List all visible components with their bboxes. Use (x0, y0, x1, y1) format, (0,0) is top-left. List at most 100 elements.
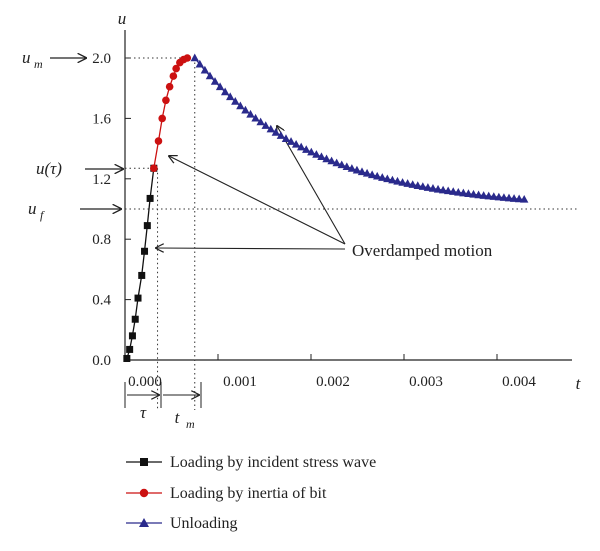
data-point-triangle (210, 77, 220, 85)
data-point-triangle (378, 173, 387, 181)
uf-label: u (28, 199, 37, 218)
data-point-triangle (388, 175, 397, 184)
data-point-triangle (362, 168, 372, 177)
series-2 (190, 53, 529, 203)
legend-entry-unloading: Unloading (126, 515, 238, 532)
y-tick-label: 1.2 (92, 172, 111, 188)
data-point-triangle (489, 192, 498, 200)
um-subscript: m (34, 57, 43, 71)
legend-label-incident: Loading by incident stress wave (170, 454, 376, 471)
data-point-triangle (499, 193, 509, 201)
um-label: u (22, 48, 31, 67)
data-point-triangle (433, 184, 443, 193)
legend-entry-incident: Loading by incident stress wave (126, 454, 376, 471)
data-point-triangle (296, 142, 306, 151)
data-point-triangle (504, 193, 514, 202)
series-line (194, 57, 525, 201)
y-tick-label: 0.8 (92, 232, 111, 248)
data-point-circle (162, 96, 170, 105)
data-point-triangle (195, 59, 205, 68)
data-point-triangle (398, 178, 407, 186)
data-point-triangle (220, 87, 230, 96)
data-point-triangle (459, 188, 468, 197)
series-0 (123, 164, 158, 362)
data-point-triangle (509, 194, 519, 202)
data-point-square (126, 345, 134, 353)
data-point-triangle (231, 97, 240, 105)
data-point-triangle (438, 185, 448, 194)
overdamped-arrow-unloading (277, 126, 346, 245)
data-point-triangle (352, 165, 362, 174)
data-point-square (146, 194, 154, 202)
data-point-square (141, 247, 149, 255)
data-point-triangle (449, 187, 458, 195)
data-point-triangle (474, 190, 483, 199)
y-tick-label: 1.6 (92, 111, 111, 127)
legend-entry-inertia: Loading by inertia of bit (126, 485, 327, 502)
series-line (126, 168, 155, 359)
data-point-square (143, 222, 151, 230)
data-point-triangle (302, 145, 311, 153)
data-point-circle (165, 82, 174, 91)
data-point-triangle (383, 174, 392, 183)
data-point-triangle (205, 71, 215, 80)
x-ticks: 0.000 0.001 0.002 0.003 0.004 (124, 354, 536, 390)
legend-marker-square (140, 458, 148, 466)
data-point-triangle (469, 189, 478, 198)
data-point-triangle (520, 194, 529, 203)
y-tick-label: 0.4 (92, 293, 111, 309)
x-tick-label: 0.003 (409, 374, 443, 390)
legend-marker-circle (139, 488, 149, 498)
data-point-triangle (367, 170, 377, 179)
data-point-circle (172, 64, 180, 73)
y-axis-label: u (118, 9, 127, 28)
utau-label: u(τ) (36, 159, 62, 178)
data-point-triangle (261, 121, 270, 129)
overdamped-label: Overdamped motion (352, 241, 493, 260)
data-point-triangle (281, 134, 291, 142)
data-point-triangle (393, 176, 402, 185)
data-point-circle (183, 54, 192, 62)
data-point-triangle (347, 164, 357, 172)
data-point-triangle (286, 137, 296, 145)
y-ticks: 0.0 0.4 0.8 1.2 1.6 2.0 (92, 51, 131, 369)
data-point-triangle (443, 186, 453, 195)
legend: Loading by incident stress wave Loading … (126, 454, 376, 532)
data-point-triangle (312, 150, 321, 158)
data-point-triangle (423, 183, 433, 191)
data-point-triangle (266, 124, 275, 133)
data-point-triangle (494, 192, 504, 201)
data-point-triangle (271, 128, 281, 136)
reference-lines (125, 57, 578, 410)
data-point-triangle (215, 82, 225, 91)
data-point-triangle (322, 154, 331, 163)
data-point-triangle (256, 117, 265, 126)
data-point-square (128, 332, 136, 340)
data-point-square (123, 354, 131, 362)
overdamped-annotation: Overdamped motion (156, 126, 493, 260)
utau-annotation: u(τ) (36, 159, 123, 178)
tm-label: t (175, 408, 181, 427)
uf-annotation: u f (28, 199, 121, 222)
series-layer (123, 53, 529, 362)
data-point-triangle (428, 184, 438, 192)
data-point-triangle (327, 156, 336, 165)
legend-label-unloading: Unloading (170, 515, 238, 532)
data-point-triangle (357, 167, 367, 176)
x-tick-label: 0.000 (128, 374, 162, 390)
data-point-triangle (200, 65, 210, 74)
data-point-triangle (226, 92, 235, 101)
data-point-triangle (251, 113, 260, 122)
data-point-square (134, 294, 142, 302)
data-point-circle (150, 164, 158, 173)
data-point-triangle (236, 101, 245, 110)
data-point-triangle (514, 194, 524, 203)
tau-label: τ (140, 403, 147, 422)
um-annotation: u m (22, 48, 86, 71)
data-point-triangle (373, 171, 382, 180)
data-point-circle (169, 72, 178, 80)
x-tick-label: 0.001 (223, 374, 257, 390)
x-tick-label: 0.002 (316, 374, 350, 390)
data-point-triangle (342, 162, 352, 171)
data-point-square (138, 271, 146, 279)
